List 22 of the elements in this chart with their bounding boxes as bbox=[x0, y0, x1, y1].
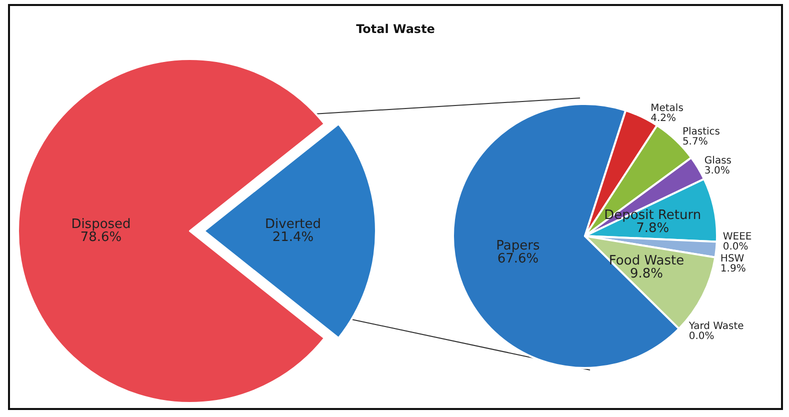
data-label: 4.2% bbox=[650, 112, 676, 124]
data-label: 3.0% bbox=[704, 165, 730, 176]
slice-label: Food Waste bbox=[608, 253, 684, 268]
text: 0.0% bbox=[688, 330, 714, 342]
data-label: 7.8% bbox=[636, 221, 670, 236]
category-label: Yard Waste bbox=[688, 320, 744, 332]
slice-label: Diverted bbox=[264, 217, 322, 232]
slice-label: Metals bbox=[650, 102, 684, 114]
data-label: 5.7% bbox=[682, 136, 708, 148]
slice-label: HSW bbox=[720, 253, 744, 264]
data-label: 78.6% bbox=[80, 230, 122, 245]
slice-label: Disposed bbox=[71, 217, 131, 232]
data-label: 9.8% bbox=[630, 266, 664, 282]
data-label: 67.6% bbox=[497, 251, 539, 266]
data-label: 1.9% bbox=[720, 263, 746, 274]
category-label: WEEE bbox=[722, 231, 752, 242]
data-label: 21.4% bbox=[272, 230, 314, 245]
chart-title: Total Waste bbox=[356, 22, 435, 36]
slice-label: Glass bbox=[704, 155, 732, 166]
slice-label: Plastics bbox=[682, 126, 720, 138]
slice-label: Papers bbox=[496, 238, 540, 254]
text: 0.0% bbox=[722, 241, 748, 252]
